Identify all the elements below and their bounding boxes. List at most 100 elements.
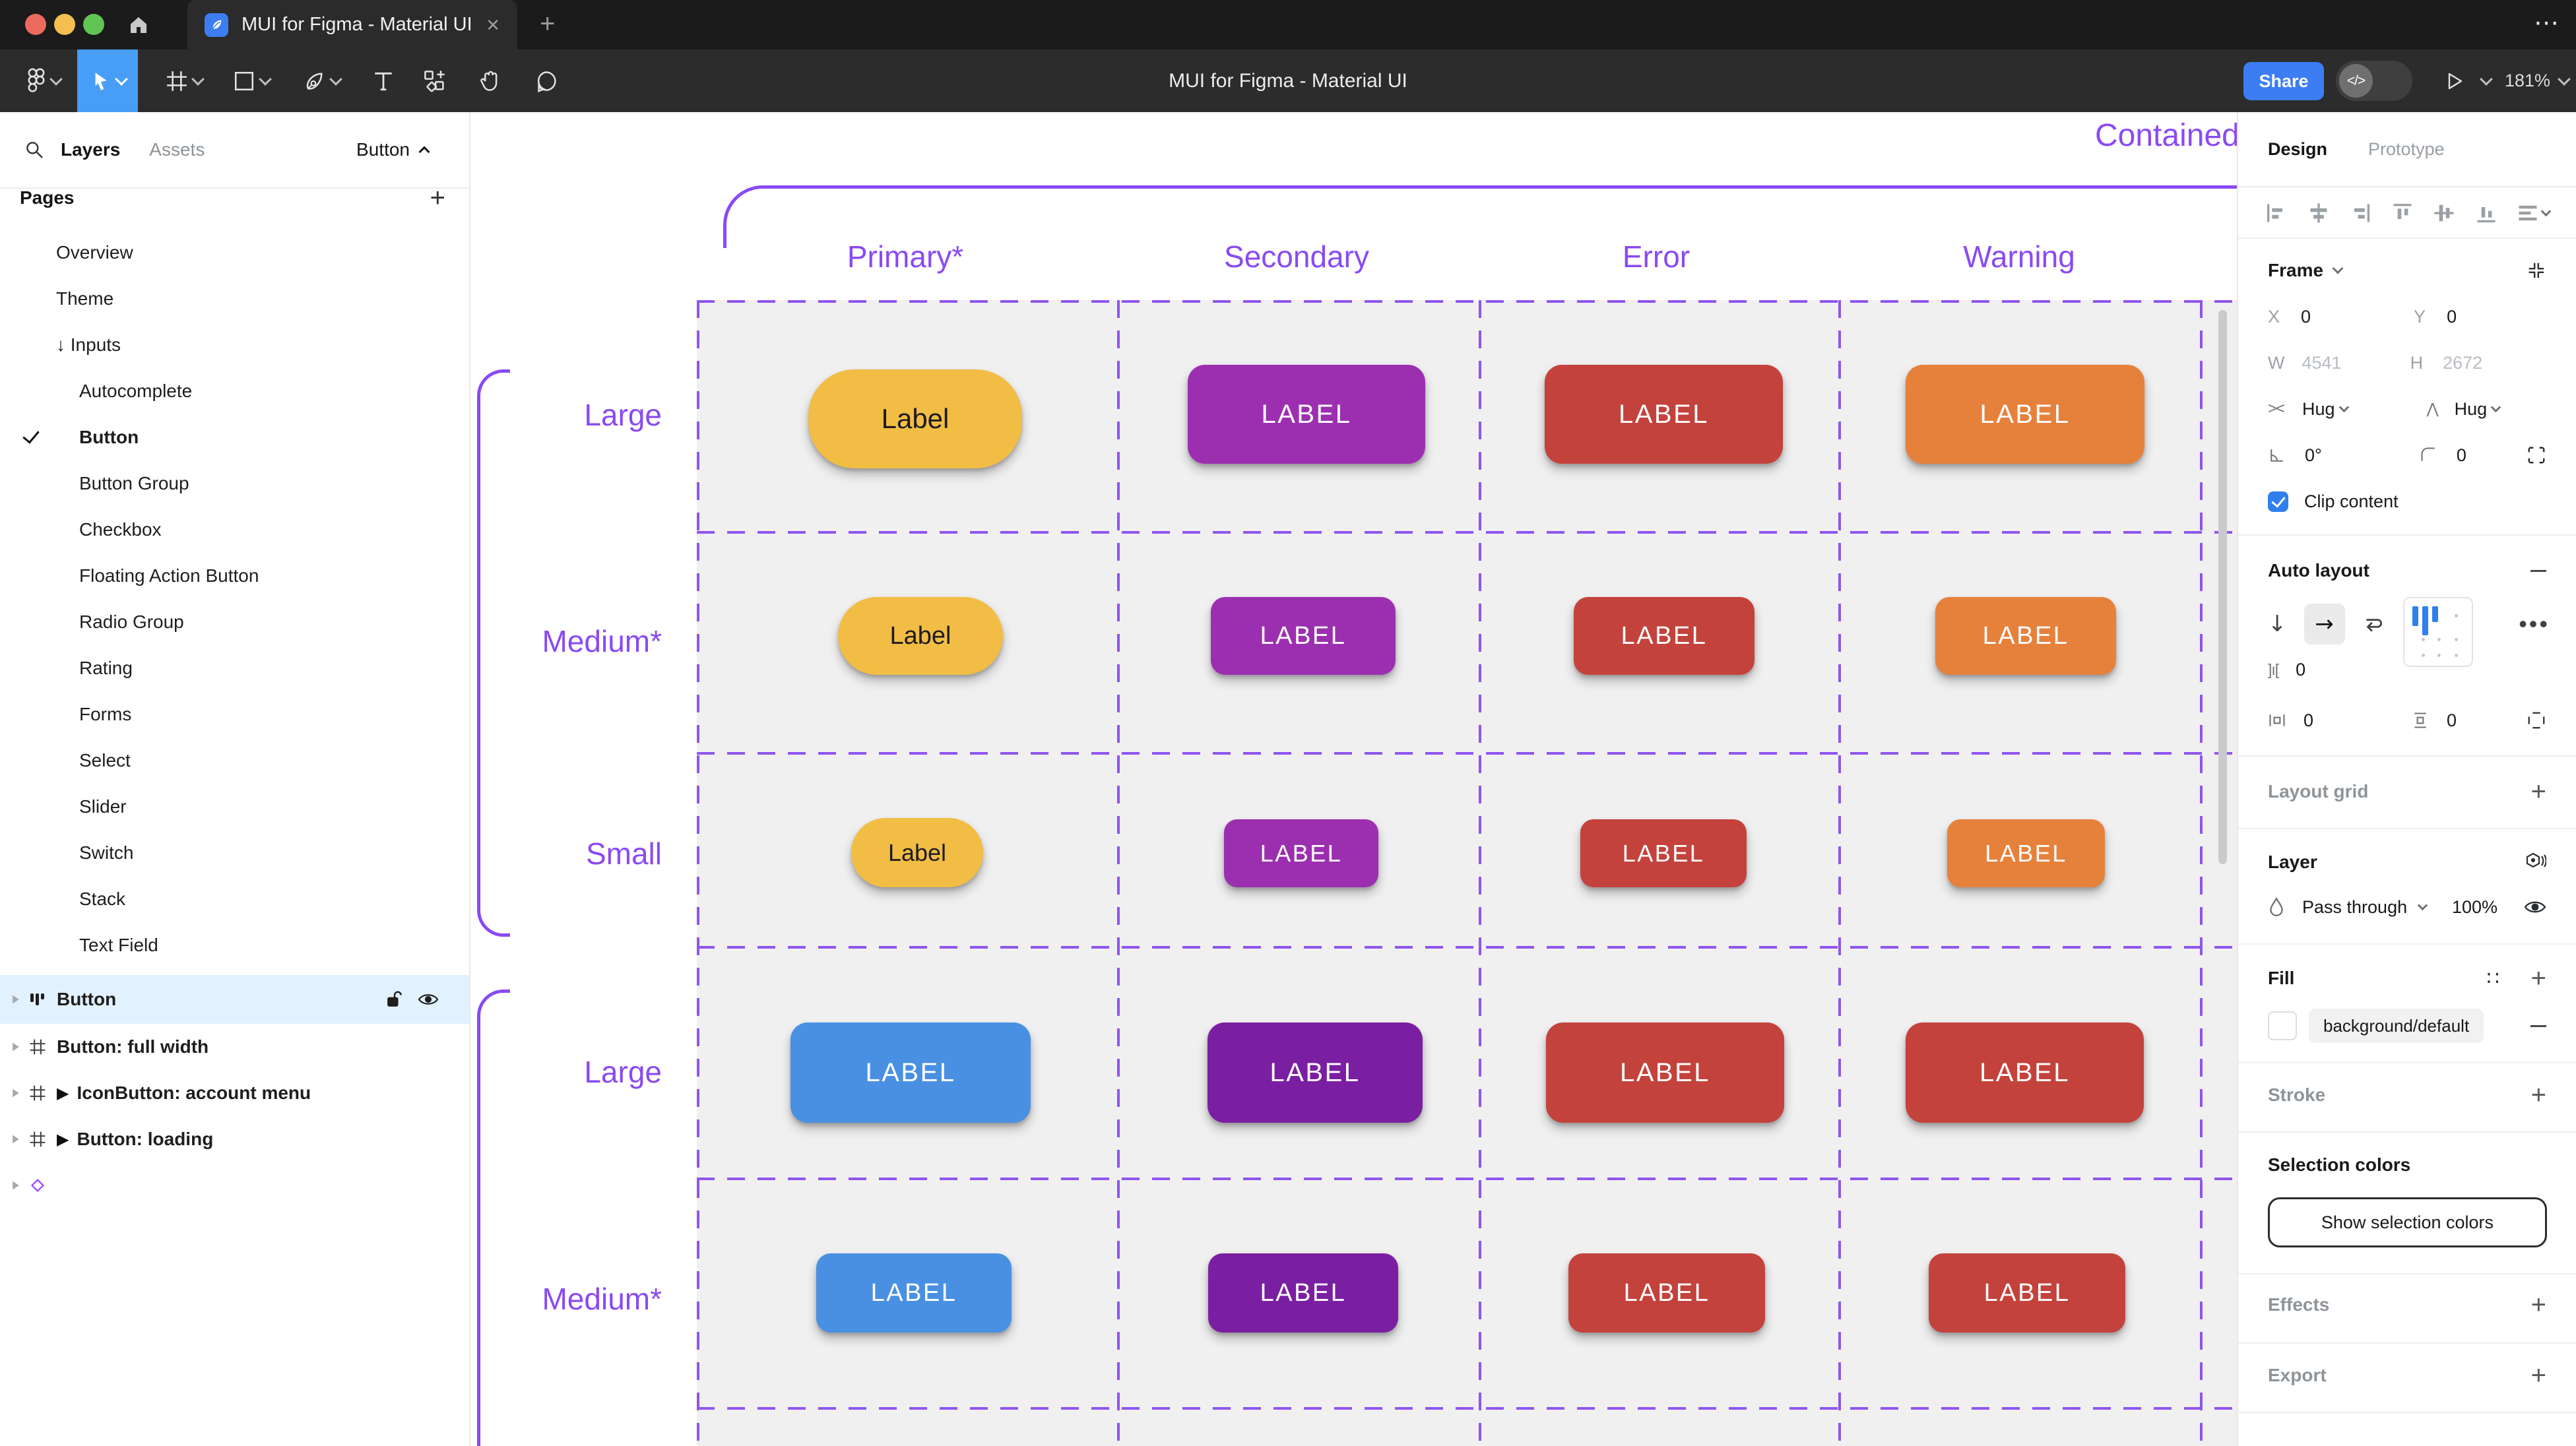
canvas-button[interactable]: LABEL — [1935, 597, 2116, 675]
w-input[interactable]: 4541 — [2302, 353, 2341, 373]
page-item-overview[interactable]: Overview — [0, 230, 469, 276]
align-top-icon[interactable] — [2391, 201, 2414, 225]
add-page-button[interactable]: + — [430, 187, 445, 208]
independent-corners-icon[interactable] — [2527, 445, 2546, 465]
canvas-button[interactable]: LABEL — [1188, 365, 1425, 464]
page-item-text-field[interactable]: Text Field — [0, 922, 469, 968]
canvas-button[interactable]: Label — [808, 369, 1022, 468]
fill-token-chip[interactable]: background/default — [2309, 1009, 2484, 1043]
page-item-floating-action-button[interactable]: Floating Action Button — [0, 553, 469, 599]
pen-tool-button[interactable] — [292, 49, 351, 112]
hug-width-select[interactable]: Hug — [2302, 399, 2335, 420]
unlock-icon[interactable] — [386, 990, 403, 1009]
visibility-icon[interactable] — [418, 990, 439, 1009]
layer-item--menu-[interactable] — [0, 1162, 469, 1209]
blend-mode-icon[interactable] — [2525, 852, 2546, 873]
fill-styles-icon[interactable]: ∷ — [2487, 967, 2502, 990]
layer-visibility-icon[interactable] — [2524, 897, 2546, 917]
auto-layout-more-icon[interactable]: ••• — [2519, 610, 2550, 638]
add-stroke-button[interactable]: + — [2531, 1084, 2546, 1106]
present-button[interactable] — [2435, 49, 2474, 112]
frame-tool-button[interactable] — [156, 49, 212, 112]
canvas[interactable]: Contained Primary*SecondaryErrorWarningL… — [470, 112, 2237, 1446]
expand-layer-icon[interactable] — [13, 1181, 19, 1190]
h-input[interactable]: 2672 — [2443, 353, 2482, 373]
page-item-stack[interactable]: Stack — [0, 876, 469, 922]
direction-horizontal-icon[interactable]: → — [2304, 604, 2345, 644]
individual-padding-icon[interactable] — [2527, 710, 2546, 730]
page-item-radio-group[interactable]: Radio Group — [0, 599, 469, 645]
resources-tool-button[interactable] — [412, 49, 458, 112]
canvas-button[interactable]: LABEL — [1208, 1022, 1423, 1123]
x-input[interactable]: 0 — [2301, 307, 2311, 327]
shape-tool-button[interactable] — [222, 49, 281, 112]
fill-color-swatch[interactable] — [2268, 1011, 2297, 1040]
align-v-center-icon[interactable] — [2432, 201, 2456, 225]
page-item-forms[interactable]: Forms — [0, 691, 469, 738]
canvas-button[interactable]: LABEL — [1224, 819, 1378, 887]
hand-tool-button[interactable] — [466, 49, 513, 112]
opacity-input[interactable]: 100% — [2452, 897, 2497, 918]
minimize-window-button[interactable] — [54, 14, 75, 35]
expand-layer-icon[interactable] — [13, 995, 19, 1004]
zoom-menu[interactable]: 181% — [2505, 49, 2569, 112]
dev-mode-toggle[interactable]: </> — [2336, 61, 2412, 101]
page-item-button-group[interactable]: Button Group — [0, 460, 469, 507]
rotation-input[interactable]: 0° — [2305, 445, 2322, 466]
gap-input[interactable]: 0 — [2296, 660, 2305, 680]
page-item-rating[interactable]: Rating — [0, 645, 469, 691]
page-item-checkbox[interactable]: Checkbox — [0, 507, 469, 553]
text-tool-button[interactable] — [362, 49, 405, 112]
search-icon[interactable] — [24, 139, 45, 160]
wrap-icon[interactable] — [2362, 613, 2385, 635]
zoom-window-button[interactable] — [83, 14, 104, 35]
distribute-menu-icon[interactable] — [2516, 201, 2550, 225]
page-item-slider[interactable]: Slider — [0, 784, 469, 830]
align-h-center-icon[interactable] — [2307, 201, 2331, 225]
canvas-button[interactable]: LABEL — [1906, 1022, 2144, 1123]
canvas-button[interactable]: LABEL — [1580, 819, 1747, 887]
align-left-icon[interactable] — [2265, 201, 2288, 225]
page-item-autocomplete[interactable]: Autocomplete — [0, 368, 469, 414]
page-item-select[interactable]: Select — [0, 738, 469, 784]
direction-vertical-icon[interactable]: ↓ — [2268, 611, 2287, 637]
vertical-padding-input[interactable]: 0 — [2447, 710, 2457, 731]
page-item-button[interactable]: Button — [0, 414, 469, 460]
tab-assets[interactable]: Assets — [149, 139, 205, 160]
move-tool-button[interactable] — [77, 49, 138, 112]
blend-mode-select[interactable]: Pass through — [2302, 897, 2407, 918]
hug-height-select[interactable]: Hug — [2455, 399, 2488, 420]
layer-item-iconbutton-account-menu[interactable]: ▶IconButton: account menu — [0, 1070, 469, 1116]
show-selection-colors-button[interactable]: Show selection colors — [2268, 1197, 2547, 1247]
layer-item-button-full-width[interactable]: Button: full width — [0, 1024, 469, 1070]
canvas-button[interactable]: LABEL — [1568, 1253, 1765, 1333]
clip-content-row[interactable]: Clip content — [2238, 485, 2576, 518]
align-right-icon[interactable] — [2348, 201, 2372, 225]
layer-item-button-loading[interactable]: ▶Button: loading — [0, 1116, 469, 1162]
tab-prototype[interactable]: Prototype — [2368, 139, 2445, 160]
window-more-icon[interactable]: ⋯ — [2534, 8, 2559, 38]
remove-fill-button[interactable] — [2530, 1025, 2546, 1027]
new-tab-button[interactable]: + — [540, 11, 555, 37]
frame-section-title[interactable]: Frame — [2268, 260, 2323, 281]
align-bottom-icon[interactable] — [2474, 201, 2498, 225]
canvas-button[interactable]: LABEL — [1211, 597, 1396, 675]
clip-content-checkbox[interactable] — [2268, 491, 2288, 512]
canvas-button[interactable]: Label — [838, 597, 1003, 675]
corner-radius-input[interactable]: 0 — [2457, 445, 2466, 466]
share-button[interactable]: Share — [2243, 62, 2324, 100]
add-fill-button[interactable]: + — [2531, 968, 2546, 989]
canvas-button[interactable]: Label — [851, 818, 983, 887]
horizontal-padding-input[interactable]: 0 — [2303, 710, 2313, 731]
page-item-inputs[interactable]: ↓ Inputs — [0, 322, 469, 368]
frame-title-label[interactable]: Contained — [2095, 117, 2237, 154]
close-tab-icon[interactable]: ✕ — [486, 16, 500, 34]
main-menu-button[interactable] — [17, 49, 70, 112]
canvas-button[interactable]: LABEL — [816, 1253, 1012, 1333]
page-item-theme[interactable]: Theme — [0, 276, 469, 322]
page-item-switch[interactable]: Switch — [0, 830, 469, 876]
remove-auto-layout-button[interactable] — [2530, 570, 2546, 572]
context-selector[interactable]: Button — [356, 139, 428, 160]
canvas-scrollbar[interactable] — [2218, 310, 2227, 864]
canvas-button[interactable]: LABEL — [1546, 1022, 1784, 1123]
